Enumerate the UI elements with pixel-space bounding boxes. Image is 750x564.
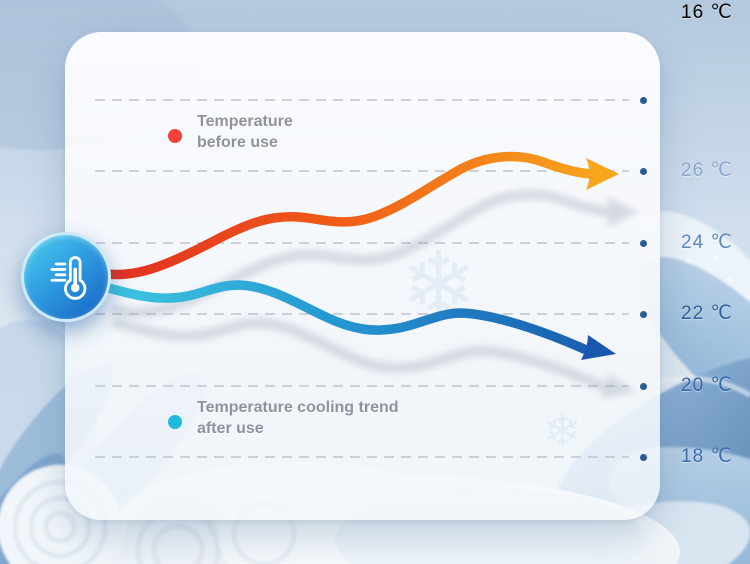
legend-after-use: Temperature cooling trend after use (168, 397, 399, 439)
gridline-22c (95, 240, 647, 247)
tick-dot (640, 168, 647, 175)
y-tick-label-20: 20 ℃ (681, 375, 733, 396)
dashed-line (95, 170, 629, 172)
y-tick-label-22: 22 ℃ (681, 303, 733, 324)
legend-after-line1: Temperature cooling trend (197, 399, 399, 416)
thermometer-icon (50, 256, 87, 300)
legend-after-text: Temperature cooling trend after use (197, 397, 399, 439)
y-tick-label-16: 16 ℃ (681, 2, 733, 23)
legend-before-text: Temperature before use (197, 111, 293, 153)
gridline-18c (95, 383, 647, 390)
gridline-26c (95, 97, 647, 104)
legend-dot-red (168, 129, 182, 143)
dashed-line (95, 385, 629, 387)
dashed-line (95, 99, 629, 101)
tick-dot (640, 240, 647, 247)
legend-before-line2: before use (197, 134, 278, 151)
legend-before-use: Temperature before use (168, 111, 293, 153)
tick-dot (640, 311, 647, 318)
legend-after-line2: after use (197, 420, 264, 437)
tick-dot (640, 383, 647, 390)
thermometer-badge (21, 232, 111, 322)
snowflake-icon: ❄ (543, 405, 582, 457)
gridline-20c (95, 311, 647, 318)
y-tick-label-18: 18 ℃ (681, 446, 733, 467)
tick-dot (640, 454, 647, 461)
tick-dot (640, 97, 647, 104)
dashed-line (95, 313, 629, 315)
y-tick-label-26: 26 ℃ (681, 160, 733, 181)
snowflake-icon: ❄ (400, 235, 478, 337)
y-tick-label-24: 24 ℃ (681, 232, 733, 253)
legend-before-line1: Temperature (197, 113, 293, 130)
dashed-line (95, 242, 629, 244)
gridline-24c (95, 168, 647, 175)
dashed-line (95, 456, 629, 458)
gridline-16c (95, 454, 647, 461)
legend-dot-cyan (168, 415, 182, 429)
chart-card: ❄ ❄ (65, 32, 660, 520)
